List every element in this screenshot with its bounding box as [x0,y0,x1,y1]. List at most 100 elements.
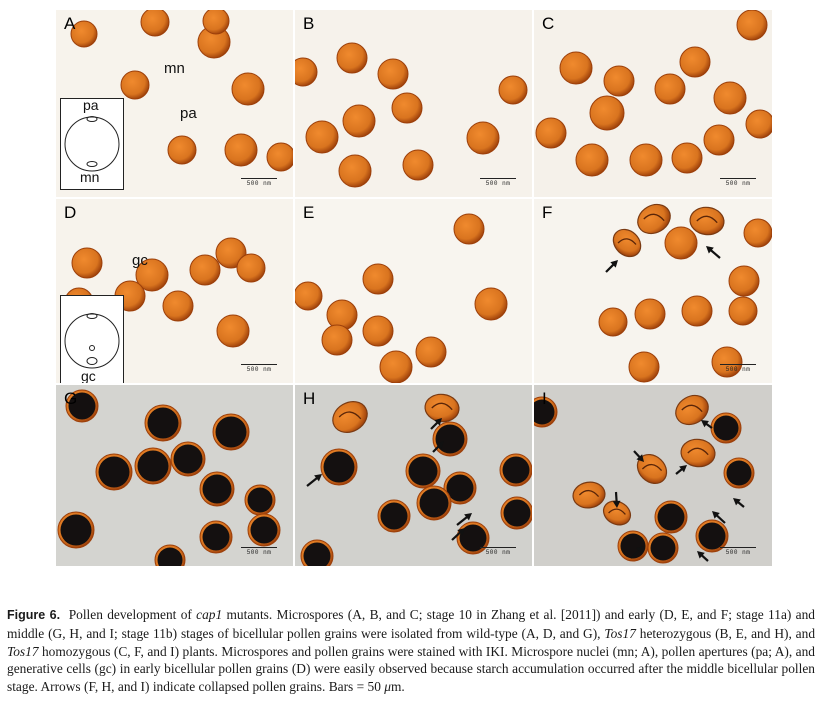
collapse-arrow-head [733,498,741,506]
scale-bar-line [480,547,516,548]
figure-caption: Figure 6. Pollen development of cap1 mut… [7,606,815,695]
panel-letter: G [64,389,78,408]
starch-core [726,460,752,486]
pollen-grain [162,290,194,322]
grain-fold [643,213,665,222]
scale-bar: 500 nm [480,547,516,556]
grain-fold [617,238,637,245]
micrograph-f [598,203,772,383]
pollen-grain [377,58,409,90]
caption-text: Tos17 [604,625,636,641]
scale-bar-line [720,547,756,548]
starch-core [534,399,555,425]
pollen-grain [379,350,413,383]
scale-bar-line [720,178,756,179]
annotation-mn: mn [164,60,185,77]
pollen-grain [736,10,768,41]
panel-i: I 500 nm [534,385,772,566]
pollen-grain [681,295,713,327]
micrograph-h [300,393,532,566]
scale-bar-line [241,364,277,365]
grain-outline [64,313,120,369]
caption-text: m. [390,678,405,694]
aperture-mark [86,116,98,122]
starch-core [657,503,685,531]
collapse-arrow-head [434,418,442,426]
pollen-grain [728,265,760,297]
starch-core [202,474,232,504]
scale-bar-label: 500 nm [725,549,751,556]
collapsed-pollen-grain [637,203,671,235]
grain-outline [64,116,120,172]
scale-bar: 500 nm [720,178,756,187]
starch-core [303,542,331,566]
pollen-grain [415,336,447,368]
starch-core [713,415,739,441]
collapsed-pollen-grain [572,481,606,509]
collapse-arrow-head [706,246,714,254]
schematic-inset: gc [60,295,124,383]
pollen-grain [603,65,635,97]
scale-bar-label: 500 nm [485,549,511,556]
micrograph-e [295,213,508,383]
pollen-grain [575,143,609,177]
collapsed-pollen-grain [424,393,460,423]
caption-text: heterozygous (B, E, and H), and [635,625,816,641]
caption-text: cap1 [196,607,223,623]
starch-core [408,456,438,486]
caption-text: Tos17 [7,643,39,659]
scale-bar-label: 500 nm [246,366,272,373]
grain-fold [696,215,718,224]
pollen-grain [498,75,528,105]
pollen-grain [453,213,485,245]
pollen-grain [202,10,230,35]
pollen-grain [362,263,394,295]
starch-core [503,499,531,527]
starch-core [419,488,449,518]
panel-letter: C [542,14,555,33]
pollen-grain [743,218,772,248]
starch-core [98,456,130,488]
pollen-grain [713,81,747,115]
pollen-grain [189,254,221,286]
panel-letter: F [542,203,553,222]
schematic-inset: pa mn [60,97,124,190]
grain-fold [641,463,663,472]
pollen-grain [135,258,169,292]
pollen-grain [71,247,103,279]
pollen-grain [703,124,735,156]
micrograph-d [64,237,266,348]
grain-fold [608,508,626,515]
schematic-diagram [64,313,120,369]
scale-bar: 500 nm [720,364,756,373]
panel-letter: I [542,389,547,408]
collapse-arrow-head [636,454,644,462]
micrograph-g [57,389,281,566]
collapse-arrow-head [612,500,621,508]
pollen-grain [70,20,98,48]
pollen-grain [745,109,772,139]
pollen-grain [167,135,197,165]
micrograph-i [534,394,755,564]
collapse-arrow-head [712,511,720,519]
pollen-grain [216,314,250,348]
collapse-arrow-head [679,465,687,473]
pollen-grain [305,120,339,154]
starch-core [435,424,465,454]
pollen-grain [628,351,660,383]
starch-core [502,456,530,484]
panel-e: E [295,199,532,383]
pollen-grain [671,142,703,174]
pollen-grain [342,104,376,138]
pollen-grain [559,51,593,85]
pollen-grain [215,237,247,269]
starch-core [698,522,726,550]
starch-core [380,502,408,530]
scale-bar-label: 500 nm [246,180,272,187]
caption-text: homozygous (C, F, and I) plants. Microsp… [7,643,815,694]
annotation-gc: gc [132,252,148,269]
aperture-mark [86,313,98,319]
starch-core [446,474,474,502]
pollen-grain [140,10,170,37]
